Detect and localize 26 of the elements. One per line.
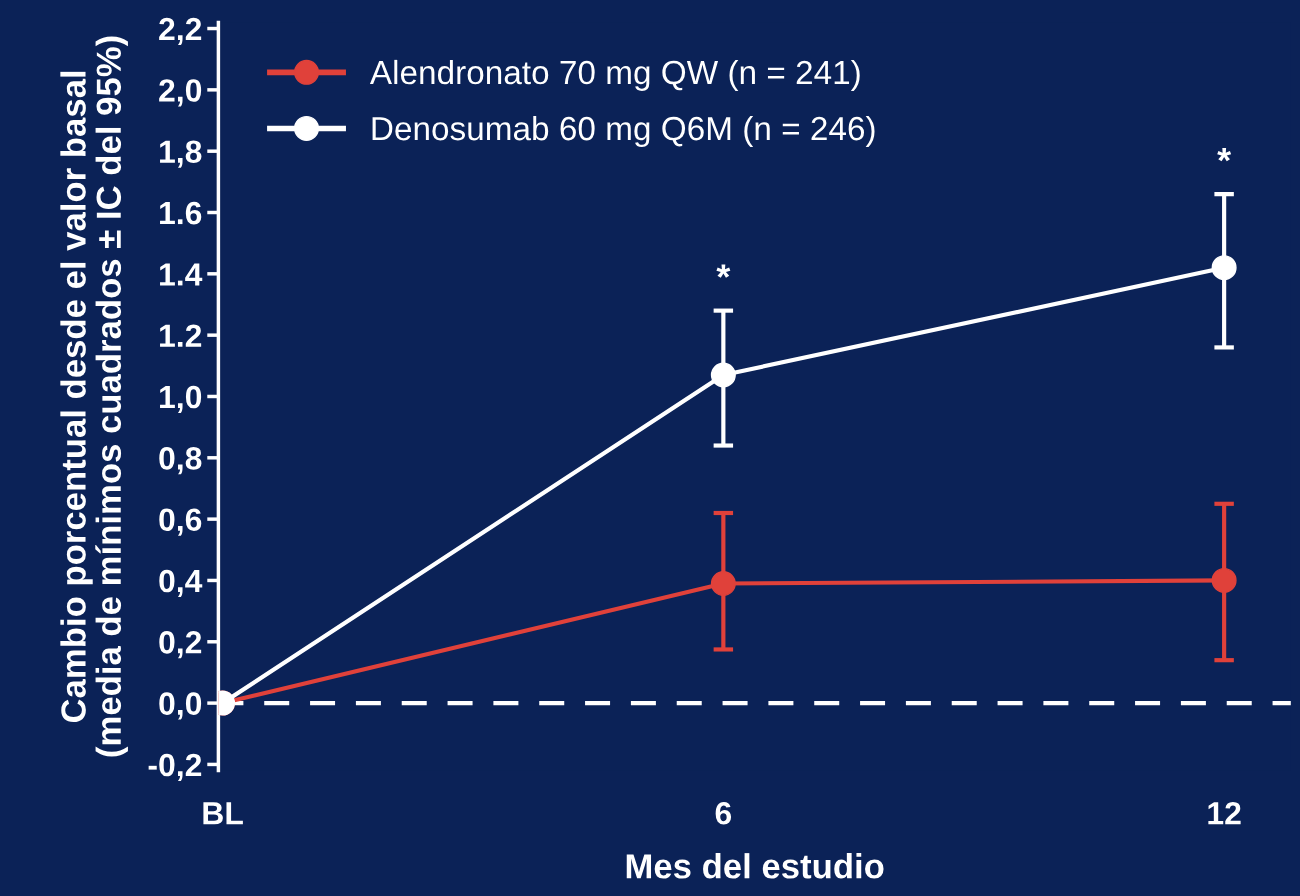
y-tick-label: 1.2 [160, 324, 202, 347]
point [710, 362, 736, 388]
x-tick-label: 12 [1208, 801, 1241, 825]
x-tick-label: BL [203, 802, 243, 825]
y-tick-label: 0,4 [159, 569, 203, 597]
y-tick-label: 1,0 [160, 385, 202, 413]
y-tick-label: 0,8 [159, 447, 202, 475]
point [1211, 567, 1237, 593]
x-axis-title: Mes del estudio [626, 853, 884, 879]
y-tick-label: 2,0 [159, 79, 202, 107]
annotation: * [1217, 147, 1232, 162]
annotation: * [716, 264, 731, 278]
y-tick-label: 0,0 [159, 692, 202, 720]
y-tick-label: 1.4 [160, 263, 203, 286]
x-tick-label: 6 [715, 801, 732, 825]
y-tick-label: 1,8 [160, 140, 202, 168]
y-axis-title: Cambio porcentual desde el valor basal (media de mínimos cuadrados ± IC del 95%) [60, 36, 128, 757]
legend-label: Denosumab 60 mg Q6M (n = 246) [372, 115, 875, 148]
y-tick-label: 2,2 [159, 17, 202, 46]
y-tick-label: 0,2 [159, 631, 202, 659]
legend-label: Alendronato 70 mg QW (n = 241) [369, 59, 860, 91]
y-tick-label: 1.6 [160, 201, 202, 225]
point [1211, 255, 1237, 281]
y-tick-label: -0,2 [148, 753, 202, 781]
y-tick-label: 0,6 [159, 508, 202, 536]
point [710, 571, 736, 597]
